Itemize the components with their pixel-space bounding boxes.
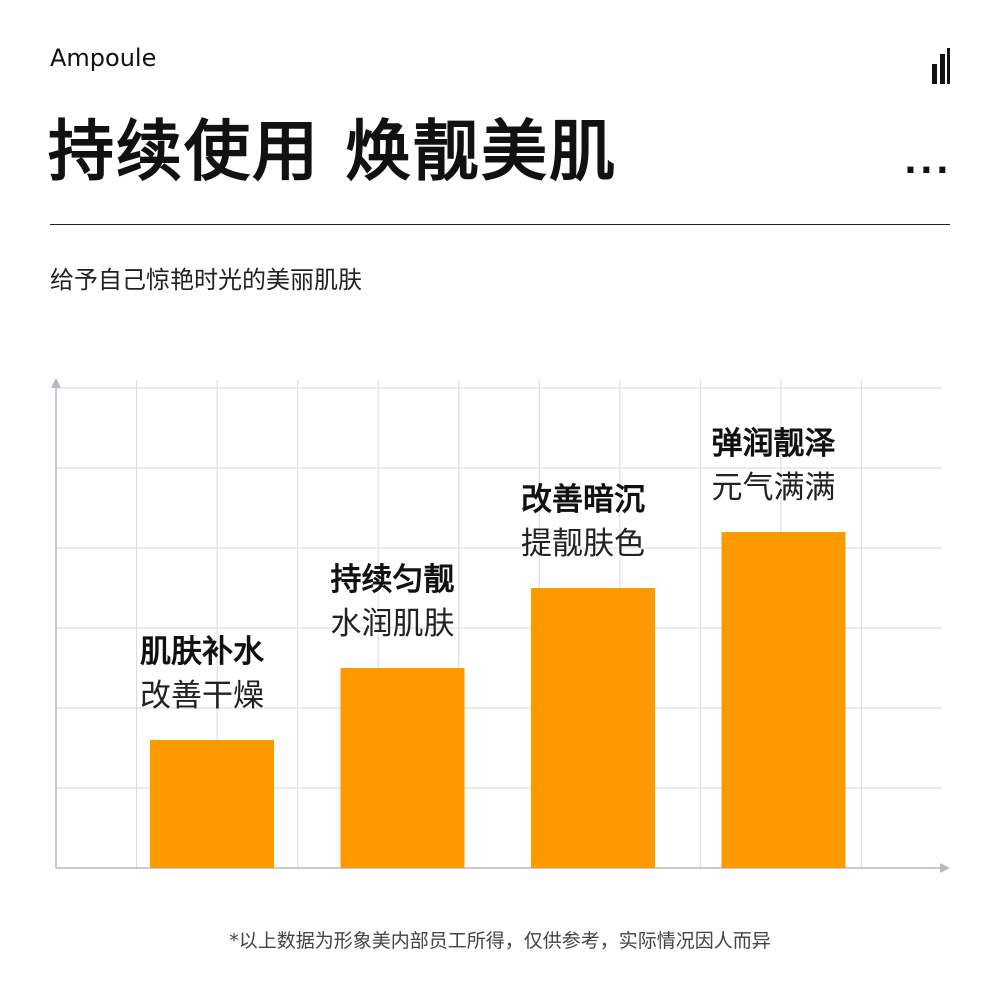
chart-bars bbox=[150, 532, 846, 868]
bar-3 bbox=[531, 588, 655, 868]
bar-2 bbox=[340, 668, 465, 868]
ellipsis-mark: ... bbox=[904, 142, 952, 182]
brand-name: Ampoule bbox=[50, 44, 157, 72]
bar-category-label: 改善暗沉 bbox=[521, 482, 645, 518]
bar-category-label: 持续匀靓 bbox=[330, 562, 455, 598]
bar-label-3: 改善暗沉 提靓肤色 bbox=[521, 478, 741, 566]
bar-4 bbox=[721, 532, 846, 868]
bar-label-1: 肌肤补水 改善干燥 bbox=[140, 630, 360, 718]
bar-label-4: 弹润靓泽 元气满满 bbox=[712, 422, 932, 510]
bar-1 bbox=[150, 740, 274, 868]
y-axis-arrow bbox=[51, 378, 61, 388]
bar-chart-icon bbox=[932, 48, 950, 84]
header-divider bbox=[50, 224, 950, 225]
bar-sub-label: 改善干燥 bbox=[140, 678, 264, 714]
footnote: *以上数据为形象美内部员工所得，仅供参考，实际情况因人而异 bbox=[229, 930, 771, 952]
page-title: 持续使用 焕靓美肌 bbox=[48, 113, 617, 190]
bar-category-label: 弹润靓泽 bbox=[711, 426, 836, 462]
bar-category-label: 肌肤补水 bbox=[140, 634, 264, 670]
bar-sub-label: 提靓肤色 bbox=[521, 526, 645, 562]
bar-sub-label: 水润肌肤 bbox=[330, 606, 455, 642]
bar-sub-label: 元气满满 bbox=[711, 470, 836, 506]
x-axis-arrow bbox=[940, 863, 950, 873]
bar-label-2: 持续匀靓 水润肌肤 bbox=[331, 558, 551, 646]
page-subtitle: 给予自己惊艳时光的美丽肌肤 bbox=[50, 266, 362, 294]
